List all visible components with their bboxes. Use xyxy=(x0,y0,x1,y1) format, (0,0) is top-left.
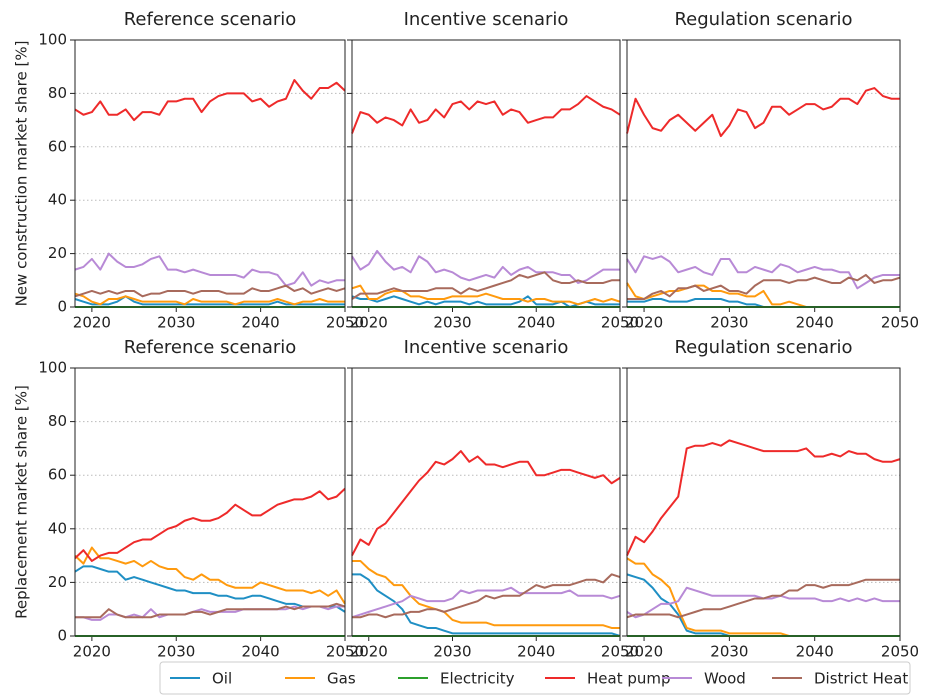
y-axis-label: Replacement market share [%] xyxy=(13,385,31,619)
axes-frame xyxy=(74,367,346,637)
axes-frame xyxy=(351,367,621,637)
legend-label: Wood xyxy=(704,670,746,688)
y-tick-label: 100 xyxy=(38,31,67,49)
series-line xyxy=(351,586,621,619)
x-tick-label: 2050 xyxy=(326,314,364,332)
x-tick-label: 2020 xyxy=(625,643,663,661)
axes-frame xyxy=(74,39,346,308)
legend-label: Gas xyxy=(327,670,356,688)
series-line xyxy=(74,295,345,306)
x-tick-label: 2040 xyxy=(242,314,280,332)
series-line xyxy=(74,79,346,122)
x-tick-label: 2050 xyxy=(601,314,639,332)
legend-label: Electricity xyxy=(440,670,515,688)
series-line xyxy=(74,292,345,306)
series-line xyxy=(626,439,901,557)
series-line xyxy=(626,578,900,619)
series-line xyxy=(351,95,621,134)
x-tick-label: 2050 xyxy=(881,314,919,332)
chart-title: Incentive scenario xyxy=(404,9,569,30)
legend-frame xyxy=(159,661,911,695)
y-tick-label: 60 xyxy=(48,466,67,484)
chart-title: Incentive scenario xyxy=(404,337,569,358)
y-tick-label: 100 xyxy=(38,359,67,377)
series-line xyxy=(626,573,900,637)
axes-frame xyxy=(351,39,621,308)
x-tick-label: 2030 xyxy=(433,643,471,661)
series-line xyxy=(351,450,621,557)
series-line xyxy=(626,87,900,138)
x-tick-label: 2040 xyxy=(517,314,555,332)
series-line xyxy=(75,602,346,619)
series-line xyxy=(627,273,901,300)
x-tick-label: 2030 xyxy=(710,643,748,661)
y-tick-label: 40 xyxy=(48,191,67,209)
series-line xyxy=(626,255,900,290)
axes-frame xyxy=(626,367,901,637)
chart-title: Reference scenario xyxy=(124,9,297,30)
x-tick-label: 2030 xyxy=(157,314,195,332)
x-tick-label: 2050 xyxy=(601,643,639,661)
x-tick-label: 2020 xyxy=(625,314,663,332)
series-line xyxy=(74,252,345,287)
series-line xyxy=(351,249,620,284)
x-tick-label: 2030 xyxy=(433,314,471,332)
y-tick-label: 60 xyxy=(48,137,67,155)
series-line xyxy=(627,297,900,308)
y-axis-label: New construction market share [%] xyxy=(13,41,31,307)
y-tick-label: 80 xyxy=(48,84,67,102)
chart-title: Regulation scenario xyxy=(674,9,852,30)
x-tick-label: 2040 xyxy=(242,643,280,661)
series-line xyxy=(351,295,620,308)
series-line xyxy=(352,573,621,619)
legend-label: Oil xyxy=(212,670,232,688)
x-tick-label: 2040 xyxy=(517,643,555,661)
series-line xyxy=(352,559,620,629)
y-tick-label: 40 xyxy=(48,519,67,537)
chart-title: Reference scenario xyxy=(124,337,297,358)
series-line xyxy=(351,271,620,300)
series-line xyxy=(74,546,346,605)
x-tick-label: 2040 xyxy=(796,314,834,332)
series-line xyxy=(74,284,346,298)
legend-label: Heat pump xyxy=(587,670,671,688)
y-tick-label: 20 xyxy=(48,573,67,591)
y-tick-label: 20 xyxy=(48,244,67,262)
y-tick-label: 80 xyxy=(48,412,67,430)
x-tick-label: 2030 xyxy=(157,643,195,661)
y-tick-label: 0 xyxy=(57,627,67,645)
x-tick-label: 2050 xyxy=(881,643,919,661)
y-tick-label: 0 xyxy=(57,298,67,316)
x-tick-label: 2020 xyxy=(73,314,111,332)
x-tick-label: 2030 xyxy=(710,314,748,332)
series-line xyxy=(626,557,900,637)
x-tick-label: 2050 xyxy=(326,643,364,661)
series-line xyxy=(74,565,346,613)
axes-frame xyxy=(626,39,901,308)
x-tick-label: 2020 xyxy=(350,314,388,332)
x-tick-label: 2020 xyxy=(73,643,111,661)
series-line xyxy=(351,284,621,306)
x-tick-label: 2020 xyxy=(350,643,388,661)
chart-title: Regulation scenario xyxy=(674,337,852,358)
legend-label: District Heat xyxy=(814,670,908,688)
series-line xyxy=(74,487,346,562)
x-tick-label: 2040 xyxy=(796,643,834,661)
